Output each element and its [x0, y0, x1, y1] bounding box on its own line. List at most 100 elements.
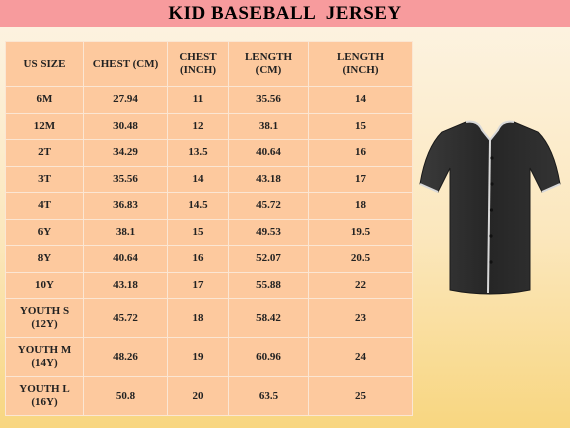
table-row: 10Y 43.18 17 55.88 22	[5, 271, 413, 299]
measurement-cell: 11	[167, 86, 229, 114]
measurement-cell: 58.42	[228, 298, 309, 338]
measurement-cell: 30.48	[83, 112, 168, 140]
measurement-cell: 25	[308, 376, 413, 416]
table-row: 2T 34.29 13.5 40.64 16	[5, 139, 413, 167]
table-row: 12M 30.48 12 38.1 15	[5, 112, 413, 140]
size-label-text: 2T	[38, 146, 51, 159]
column-header-text: US SIZE	[23, 57, 66, 70]
measurement-cell: 45.72	[228, 192, 309, 220]
measurement-cell: 43.18	[228, 165, 309, 193]
table-row: YOUTH L (16Y) 50.8 20 63.5 25	[5, 376, 413, 416]
measurement-cell: 14	[167, 165, 229, 193]
size-label-text: (16Y)	[31, 396, 58, 408]
size-label-cell: 6M	[5, 86, 84, 114]
measurement-cell: 19.5	[308, 218, 413, 246]
column-header-text: LENGTH	[336, 51, 385, 63]
measurement-cell: 14.5	[167, 192, 229, 220]
size-label-text: (14Y)	[31, 357, 58, 369]
measurement-cell: 13.5	[167, 139, 229, 167]
size-label-cell: 12M	[5, 112, 84, 140]
measurement-cell: 20	[167, 376, 229, 416]
title-banner: KID BASEBALL JERSEY	[0, 0, 570, 27]
column-header-text: CHEST (CM)	[92, 57, 159, 70]
size-label-text: 6M	[36, 93, 53, 106]
measurement-cell: 38.1	[228, 112, 309, 140]
table-row: 6Y 38.1 15 49.53 19.5	[5, 218, 413, 246]
measurement-cell: 18	[167, 298, 229, 338]
size-label-text: 12M	[33, 119, 56, 132]
table-row: 3T 35.56 14 43.18 17	[5, 165, 413, 193]
measurement-cell: 16	[308, 139, 413, 167]
column-header-text: (CM)	[255, 64, 282, 76]
column-header: US SIZE	[5, 41, 84, 87]
size-label-text: 6Y	[37, 225, 52, 238]
size-label-text: (12Y)	[31, 318, 58, 330]
table-row: 4T 36.83 14.5 45.72 18	[5, 192, 413, 220]
table-row: YOUTH M (14Y) 48.26 19 60.96 24	[5, 337, 413, 377]
column-header: CHEST (CM)	[83, 41, 168, 87]
size-label-text: 3T	[38, 172, 51, 185]
column-header-text: CHEST	[179, 51, 217, 63]
jersey-buttons	[489, 156, 494, 264]
measurement-cell: 27.94	[83, 86, 168, 114]
size-label-cell: 2T	[5, 139, 84, 167]
measurement-cell: 16	[167, 245, 229, 273]
measurement-cell: 12	[167, 112, 229, 140]
size-label-cell: 6Y	[5, 218, 84, 246]
column-header: LENGTH (INCH)	[308, 41, 413, 87]
size-label-cell: 10Y	[5, 271, 84, 299]
table-row: YOUTH S (12Y) 45.72 18 58.42 23	[5, 298, 413, 338]
measurement-cell: 18	[308, 192, 413, 220]
table-row: 8Y 40.64 16 52.07 20.5	[5, 245, 413, 273]
size-label-cell: YOUTH S (12Y)	[5, 298, 84, 338]
measurement-cell: 22	[308, 271, 413, 299]
column-header-text: (INCH)	[179, 64, 217, 76]
size-label-text: 10Y	[35, 278, 54, 291]
size-label-text: 8Y	[37, 252, 52, 265]
column-header-text: (INCH)	[342, 64, 379, 76]
column-header-text: LENGTH	[244, 51, 293, 63]
size-label-text: 4T	[38, 199, 51, 212]
measurement-cell: 23	[308, 298, 413, 338]
size-label-cell: 8Y	[5, 245, 84, 273]
measurement-cell: 40.64	[228, 139, 309, 167]
measurement-cell: 50.8	[83, 376, 168, 416]
measurement-cell: 34.29	[83, 139, 168, 167]
size-label-text: YOUTH L	[19, 383, 70, 395]
measurement-cell: 15	[167, 218, 229, 246]
measurement-cell: 15	[308, 112, 413, 140]
measurement-cell: 24	[308, 337, 413, 377]
measurement-cell: 35.56	[228, 86, 309, 114]
size-label-text: YOUTH M	[17, 344, 72, 356]
measurement-cell: 19	[167, 337, 229, 377]
column-header: LENGTH (CM)	[228, 41, 309, 87]
measurement-cell: 45.72	[83, 298, 168, 338]
size-chart-table: US SIZE CHEST (CM) CHEST (INCH) LENGTH (CM) LE…	[5, 41, 413, 416]
measurement-cell: 52.07	[228, 245, 309, 273]
measurement-cell: 43.18	[83, 271, 168, 299]
size-label-cell: 3T	[5, 165, 84, 193]
size-label-cell: YOUTH M (14Y)	[5, 337, 84, 377]
measurement-cell: 55.88	[228, 271, 309, 299]
placket-piping	[487, 139, 491, 294]
measurement-cell: 35.56	[83, 165, 168, 193]
measurement-cell: 17	[167, 271, 229, 299]
measurement-cell: 60.96	[228, 337, 309, 377]
measurement-cell: 38.1	[83, 218, 168, 246]
left-sleeve-cuff	[419, 183, 439, 193]
measurement-cell: 48.26	[83, 337, 168, 377]
column-header: CHEST (INCH)	[167, 41, 229, 87]
right-sleeve-cuff	[541, 183, 561, 193]
measurement-cell: 49.53	[228, 218, 309, 246]
measurement-cell: 36.83	[83, 192, 168, 220]
measurement-cell: 40.64	[83, 245, 168, 273]
baseball-jersey-icon	[419, 120, 561, 295]
page-title: KID BASEBALL JERSEY	[168, 2, 402, 24]
size-label-cell: 4T	[5, 192, 84, 220]
measurement-cell: 14	[308, 86, 413, 114]
table-row: 6M 27.94 11 35.56 14	[5, 86, 413, 114]
measurement-cell: 63.5	[228, 376, 309, 416]
size-label-text: YOUTH S	[19, 305, 70, 317]
measurement-cell: 17	[308, 165, 413, 193]
size-label-cell: YOUTH L (16Y)	[5, 376, 84, 416]
